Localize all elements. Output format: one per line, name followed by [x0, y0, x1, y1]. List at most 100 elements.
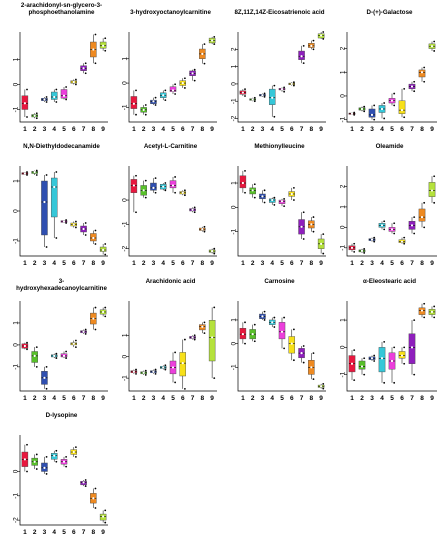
data-point	[383, 117, 386, 120]
box-2	[249, 96, 256, 103]
axis-line	[346, 32, 437, 123]
box-4	[50, 88, 58, 103]
data-point	[74, 446, 77, 449]
box-1	[239, 321, 247, 345]
data-point	[84, 222, 87, 224]
data-point	[433, 305, 436, 308]
data-point	[45, 96, 48, 98]
x-tick-label: 5	[171, 126, 175, 133]
mean-dot	[290, 192, 293, 196]
data-point	[45, 246, 48, 248]
data-point	[213, 247, 216, 250]
data-point	[253, 340, 256, 343]
data-point	[423, 316, 426, 319]
x-tick-label: 3	[152, 126, 156, 133]
data-point	[263, 92, 266, 95]
data-point	[84, 485, 87, 487]
data-point	[104, 521, 107, 524]
data-point	[174, 83, 177, 86]
x-tick-label: 3	[152, 260, 156, 267]
x-tick-label: 2	[251, 260, 255, 267]
mean-dot	[132, 102, 135, 105]
x-tick-label: 1	[132, 260, 136, 267]
data-point	[322, 233, 325, 236]
data-point	[84, 328, 87, 331]
data-point	[363, 105, 366, 108]
data-point	[373, 240, 376, 243]
data-point	[104, 306, 107, 309]
box-2	[140, 369, 147, 376]
y-tick-label: 0	[230, 341, 237, 345]
data-point	[373, 354, 376, 357]
data-point	[393, 346, 396, 349]
data-point	[74, 78, 77, 81]
data-point	[302, 62, 305, 65]
data-point	[363, 357, 366, 360]
data-point	[393, 92, 396, 95]
data-point	[94, 306, 97, 309]
data-point	[183, 338, 186, 341]
data-point	[353, 379, 356, 381]
data-point	[84, 72, 87, 75]
x-tick-label: 5	[280, 260, 284, 267]
x-tick-label: 1	[350, 126, 354, 133]
x-tick-label: 7	[191, 395, 195, 402]
y-tick-label: 1	[339, 205, 346, 209]
box-9	[428, 175, 436, 204]
chart-panel: 8Z,11Z,14Z-Eicosatrienoic acid -2 -1 0 1 2 1 2 3…	[222, 2, 329, 134]
mean-dot	[261, 195, 264, 198]
x-tick-label: 6	[181, 260, 185, 267]
mean-dot	[162, 94, 165, 97]
mean-dot	[390, 359, 394, 363]
x-tick-label: 7	[410, 260, 414, 267]
x-tick-label: 8	[92, 529, 96, 536]
x-tick-label: 3	[370, 260, 374, 267]
mean-dot	[410, 85, 414, 88]
mean-dot	[251, 98, 254, 101]
x-tick-label: 7	[410, 395, 414, 402]
data-point	[423, 302, 426, 305]
chart-title: D-lysopine	[45, 412, 78, 419]
box-8	[199, 43, 206, 65]
x-tick-label: 1	[241, 260, 245, 267]
mean-dot	[400, 354, 404, 357]
mean-dot	[350, 112, 354, 115]
mean-dot	[92, 48, 95, 51]
x-tick-label: 9	[430, 395, 434, 402]
box-9	[208, 306, 216, 380]
x-tick-label: 4	[52, 260, 56, 267]
boxplot-svg: -2 -1 0 1 2 3 4 5 6 7 8 9	[121, 166, 217, 267]
box-1	[21, 341, 29, 351]
box-1	[130, 174, 138, 214]
data-point	[104, 253, 107, 256]
data-point	[65, 357, 68, 359]
box-3	[150, 368, 157, 375]
chart-panel: D-(+)-Galactose -1 0 1 2 1 2 3 4 5 6 7 8 9	[331, 2, 440, 134]
axis-line	[346, 301, 437, 392]
data-point	[353, 111, 356, 114]
x-tick-label: 2	[360, 260, 364, 267]
data-point	[253, 96, 256, 99]
data-point	[413, 373, 416, 376]
data-point	[383, 228, 386, 231]
data-point	[154, 191, 157, 194]
box-4	[268, 316, 276, 328]
x-tick-label: 1	[23, 260, 27, 267]
data-point	[135, 211, 137, 214]
mean-dot	[360, 365, 364, 368]
box-8	[90, 229, 97, 245]
data-point	[164, 99, 167, 102]
data-point	[74, 455, 77, 458]
x-tick-label: 3	[43, 529, 47, 536]
data-point	[263, 201, 266, 204]
mean-dot	[310, 366, 313, 369]
x-tick-label: 9	[319, 126, 323, 133]
x-tick-label: 6	[181, 395, 185, 402]
box-9	[208, 35, 216, 46]
data-point	[193, 79, 196, 82]
y-tick-label: -1	[12, 106, 19, 112]
data-point	[183, 387, 186, 390]
data-point	[144, 179, 147, 182]
data-point	[26, 341, 28, 344]
x-tick-label: 3	[43, 260, 47, 267]
